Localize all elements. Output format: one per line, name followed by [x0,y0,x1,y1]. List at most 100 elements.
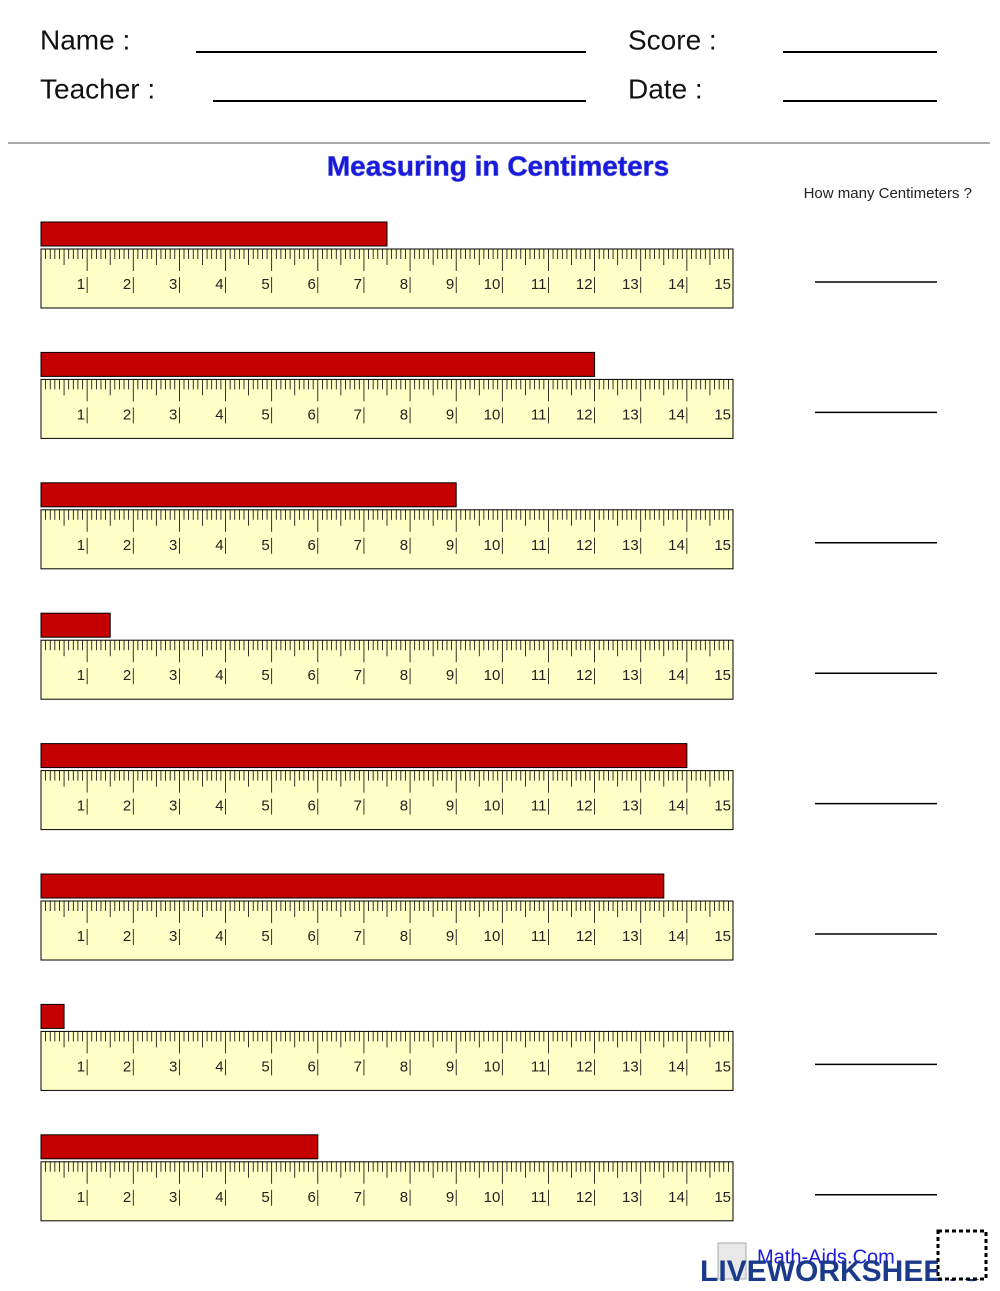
ruler-label: 5 [261,798,269,815]
ruler-label: 4 [215,1189,223,1206]
ruler-label: 5 [261,406,269,423]
ruler-label: 2 [123,1058,131,1075]
ruler-label: 1 [77,667,85,684]
ruler-label: 1 [77,537,85,554]
ruler-label: 1 [77,1058,85,1075]
ruler-label: 12 [576,928,593,945]
ruler-label: 12 [576,1189,593,1206]
ruler-label: 2 [123,537,131,554]
ruler-label: 8 [400,1189,408,1206]
ruler-label: 9 [446,406,454,423]
ruler-label: 5 [261,928,269,945]
ruler-label: 9 [446,276,454,293]
ruler-label: 10 [484,667,501,684]
ruler-label: 13 [622,1189,639,1206]
ruler-label: 3 [169,1058,177,1075]
ruler-label: 10 [484,1058,501,1075]
ruler-label: 9 [446,798,454,815]
answer-header: How many Centimeters ? [804,185,972,202]
footer-brand: LIVEWORKSHEETS [700,1255,982,1288]
ruler-label: 14 [668,798,685,815]
ruler-label: 8 [400,928,408,945]
ruler-label: 15 [714,667,731,684]
ruler-label: 7 [354,537,362,554]
ruler-label: 11 [531,1189,547,1206]
bar [40,612,111,638]
logo-icon [717,1242,747,1280]
date-label: Date : [628,73,703,104]
ruler-label: 11 [531,667,547,684]
ruler-label: 14 [668,406,685,423]
ruler-label: 13 [622,276,639,293]
ruler-label: 4 [215,1058,223,1075]
bar [40,743,688,769]
ruler-label: 7 [354,667,362,684]
ruler-label: 2 [123,928,131,945]
ruler-label: 9 [446,928,454,945]
ruler-label: 11 [531,928,547,945]
ruler-label: 3 [169,928,177,945]
ruler-label: 6 [307,798,315,815]
ruler-label: 14 [668,1058,685,1075]
ruler-label: 11 [531,406,547,423]
ruler-label: 13 [622,1058,639,1075]
ruler-label: 12 [576,1058,593,1075]
ruler-label: 3 [169,406,177,423]
ruler-label: 7 [354,1058,362,1075]
ruler-label: 6 [307,928,315,945]
ruler-label: 14 [668,276,685,293]
ruler-label: 6 [307,1058,315,1075]
ruler-label: 14 [668,1189,685,1206]
ruler-label: 14 [668,537,685,554]
score-label: Score : [628,24,717,55]
ruler-label: 9 [446,1058,454,1075]
ruler-label: 8 [400,276,408,293]
ruler-label: 15 [714,1189,731,1206]
ruler-label: 14 [668,667,685,684]
ruler-label: 3 [169,798,177,815]
ruler-label: 12 [576,667,593,684]
ruler-label: 10 [484,276,501,293]
footer-site: Math-Aids.Com [757,1246,895,1268]
ruler-label: 7 [354,928,362,945]
bar [40,1134,319,1160]
ruler-label: 11 [531,276,547,293]
ruler-label: 8 [400,1058,408,1075]
ruler-label: 13 [622,537,639,554]
ruler-label: 1 [77,406,85,423]
ruler-label: 15 [714,276,731,293]
ruler-label: 9 [446,1189,454,1206]
ruler-label: 13 [622,928,639,945]
ruler-label: 7 [354,1189,362,1206]
ruler-label: 12 [576,406,593,423]
ruler-label: 1 [77,928,85,945]
ruler-label: 8 [400,406,408,423]
ruler-label: 10 [484,798,501,815]
bar [40,873,665,899]
ruler-label: 13 [622,406,639,423]
ruler-label: 11 [531,798,547,815]
ruler-label: 4 [215,798,223,815]
ruler-label: 7 [354,406,362,423]
title: Measuring in Centimeters [327,150,669,181]
ruler-label: 7 [354,798,362,815]
ruler-label: 2 [123,406,131,423]
ruler-label: 5 [261,276,269,293]
ruler-label: 6 [307,276,315,293]
ruler-label: 3 [169,1189,177,1206]
ruler-label: 14 [668,928,685,945]
ruler-label: 4 [215,537,223,554]
ruler-label: 4 [215,667,223,684]
ruler-label: 15 [714,798,731,815]
ruler-label: 2 [123,798,131,815]
bar [40,1003,65,1029]
bar [40,221,388,247]
ruler-label: 12 [576,798,593,815]
ruler-label: 2 [123,667,131,684]
ruler-label: 6 [307,406,315,423]
ruler-label: 13 [622,667,639,684]
ruler-label: 6 [307,537,315,554]
ruler-label: 4 [215,276,223,293]
ruler-label: 5 [261,1189,269,1206]
